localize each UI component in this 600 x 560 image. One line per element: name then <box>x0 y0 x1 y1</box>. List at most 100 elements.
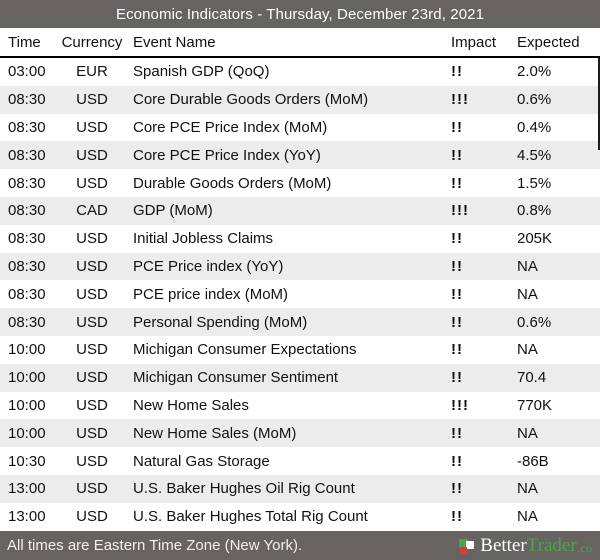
cell-currency: USD <box>76 91 108 109</box>
cell-time: 10:30 <box>8 452 46 470</box>
table-row: 10:00 USD New Home Sales (MoM)!! NA <box>0 419 600 448</box>
cell-expected: NA <box>517 285 538 303</box>
cell-time: 10:00 <box>8 341 46 359</box>
table-row: 03:00 EUR Spanish GDP (QoQ)!! 2.0% <box>0 58 600 86</box>
cell-event: New Home Sales (MoM) <box>133 424 297 442</box>
cell-impact: !! <box>451 118 463 136</box>
cell-event: Durable Goods Orders (MoM) <box>133 174 332 192</box>
cell-currency: USD <box>76 313 108 331</box>
cell-time: 08:30 <box>8 257 46 275</box>
logo-red-square <box>460 546 468 554</box>
cell-currency: USD <box>76 369 108 387</box>
table-row: 08:30 USD Core Durable Goods Orders (MoM)!… <box>0 85 600 114</box>
cell-event: Core Durable Goods Orders (MoM) <box>133 91 369 109</box>
cell-currency: USD <box>76 341 108 359</box>
logo-green-square <box>459 538 469 548</box>
cell-impact: !! <box>451 369 463 387</box>
cell-expected: 205K <box>517 230 553 248</box>
cell-expected: NA <box>517 424 538 442</box>
cell-impact: !! <box>451 230 463 248</box>
cell-expected: NA <box>517 480 538 498</box>
cell-time: 10:00 <box>8 396 46 414</box>
cell-time: 08:30 <box>8 174 46 192</box>
cell-event: Spanish GDP (QoQ) <box>133 63 270 81</box>
cell-impact: !! <box>451 508 463 526</box>
cell-event: PCE price index (MoM) <box>133 285 289 303</box>
table-row: 08:30 USD Personal Spending (MoM)!! 0.6% <box>0 308 600 336</box>
table-row: 08:30 USD Core PCE Price Index (MoM)!! 0.4% <box>0 114 600 142</box>
cell-event: GDP (MoM) <box>133 202 213 220</box>
cell-time: 10:00 <box>8 424 46 442</box>
cell-time: 13:00 <box>8 508 46 526</box>
bettertrader-logo[interactable]: Better Trader .co <box>459 536 592 555</box>
cell-time: 03:00 <box>8 63 46 81</box>
title-bar: Economic Indicators - Thursday, December… <box>0 0 600 28</box>
cell-impact: !! <box>451 285 463 303</box>
cell-impact: !!! <box>451 91 469 109</box>
cell-time: 08:30 <box>8 313 46 331</box>
cell-currency: USD <box>76 230 108 248</box>
brand-suffix: .co <box>577 541 592 555</box>
cell-currency: USD <box>76 118 108 136</box>
timezone-note: All times are Eastern Time Zone (New Yor… <box>7 537 303 554</box>
bettertrader-candles-icon <box>459 538 475 554</box>
cell-event: Core PCE Price Index (YoY) <box>133 146 321 164</box>
scrollbar-thumb[interactable] <box>598 58 600 150</box>
cell-expected: 2.0% <box>517 63 552 81</box>
logo-white-square <box>466 540 475 549</box>
cell-currency: USD <box>76 508 108 526</box>
cell-currency: CAD <box>76 202 108 220</box>
cell-impact: !! <box>451 146 463 164</box>
table-row: 10:00 USD New Home Sales!!! 770K <box>0 392 600 420</box>
column-header-impact: Impact <box>451 33 497 51</box>
page-title: Economic Indicators - Thursday, December… <box>115 5 485 23</box>
column-header-currency: Currency <box>61 33 123 51</box>
cell-event: Michigan Consumer Expectations <box>133 341 357 359</box>
cell-event: U.S. Baker Hughes Total Rig Count <box>133 508 368 526</box>
cell-impact: !! <box>451 257 463 275</box>
cell-time: 08:30 <box>8 230 46 248</box>
cell-currency: USD <box>76 480 108 498</box>
table-row: 10:00 USD Michigan Consumer Expectations!!… <box>0 336 600 364</box>
cell-time: 08:30 <box>8 285 46 303</box>
table-row: 08:30 USD Initial Jobless Claims!! 205K <box>0 225 600 253</box>
cell-expected: NA <box>517 341 538 359</box>
cell-event: PCE Price index (YoY) <box>133 257 284 275</box>
table-row: 13:00 USD U.S. Baker Hughes Total Rig Coun… <box>0 503 600 531</box>
cell-expected: NA <box>517 508 538 526</box>
cell-currency: USD <box>76 146 108 164</box>
cell-currency: USD <box>76 285 108 303</box>
table-row: 08:30 USD Durable Goods Orders (MoM)!! 1.5% <box>0 169 600 197</box>
table-row: 08:30 USD PCE price index (MoM)!! NA <box>0 280 600 308</box>
cell-expected: 0.4% <box>517 118 552 136</box>
cell-event: Michigan Consumer Sentiment <box>133 369 339 387</box>
cell-time: 08:30 <box>8 118 46 136</box>
cell-expected: NA <box>517 257 538 275</box>
column-header-event: Event Name <box>133 33 216 51</box>
cell-impact: !! <box>451 452 463 470</box>
cell-impact: !! <box>451 174 463 192</box>
cell-expected: 1.5% <box>517 174 552 192</box>
table-body: 03:00 EUR Spanish GDP (QoQ)!! 2.0% 08:30 USD C… <box>0 58 600 531</box>
cell-impact: !! <box>451 313 463 331</box>
cell-expected: 4.5% <box>517 146 552 164</box>
column-header-time: Time <box>8 33 41 51</box>
cell-currency: USD <box>76 424 108 442</box>
cell-event: Core PCE Price Index (MoM) <box>133 118 328 136</box>
cell-time: 08:30 <box>8 146 46 164</box>
column-header-expected: Expected <box>517 33 580 51</box>
table-row: 10:00 USD Michigan Consumer Sentiment!! 70.… <box>0 363 600 392</box>
cell-time: 13:00 <box>8 480 46 498</box>
cell-expected: 0.8% <box>517 202 552 220</box>
cell-expected: 70.4 <box>517 369 547 387</box>
table-row: 13:00 USD U.S. Baker Hughes Oil Rig Count!… <box>0 474 600 503</box>
cell-expected: -86B <box>517 452 549 470</box>
cell-expected: 770K <box>517 396 553 414</box>
cell-currency: EUR <box>76 63 108 81</box>
cell-time: 08:30 <box>8 91 46 109</box>
table-row: 08:30 CAD GDP (MoM)!!! 0.8% <box>0 196 600 225</box>
cell-event: U.S. Baker Hughes Oil Rig Count <box>133 480 355 498</box>
cell-time: 08:30 <box>8 202 46 220</box>
cell-impact: !! <box>451 341 463 359</box>
